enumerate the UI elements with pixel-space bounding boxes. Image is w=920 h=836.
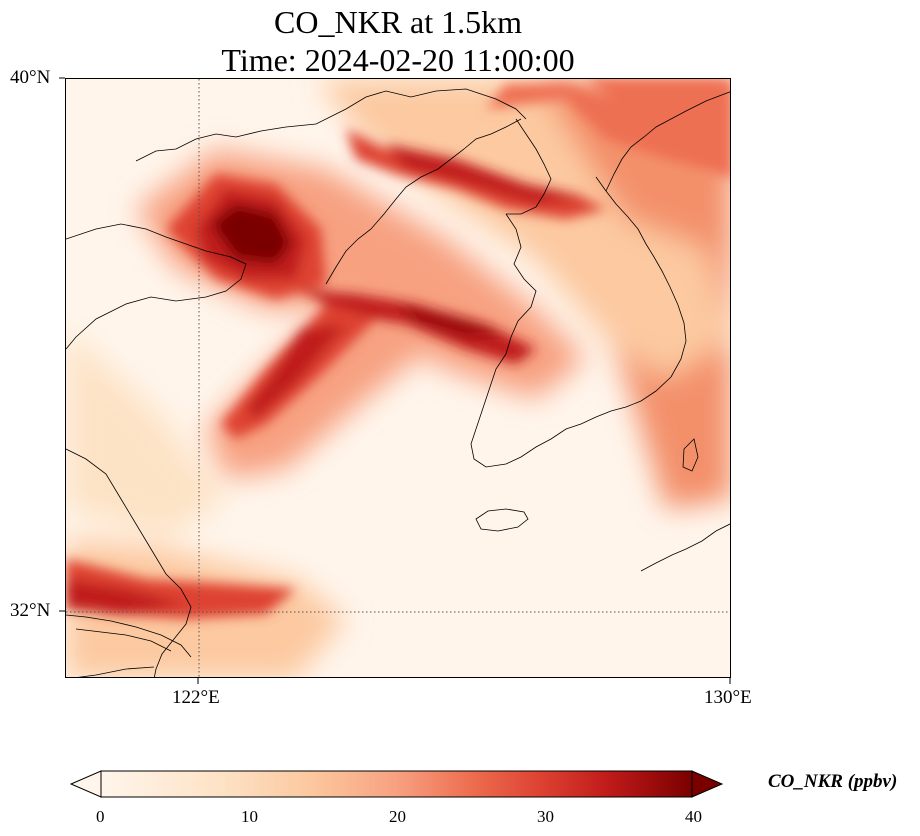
coastlines (66, 88, 730, 677)
lat-label-40: 40°N (10, 67, 51, 88)
liaodong-peninsula (325, 118, 522, 285)
japan-coast (640, 523, 730, 572)
colorbar-extend-max (691, 770, 724, 798)
graticule (66, 79, 730, 677)
lon-label-130: 130°E (704, 687, 752, 708)
korea-north-coast (605, 91, 730, 192)
bohai-north-coast (135, 88, 527, 162)
map-canvas (66, 79, 730, 677)
yangtze-delta (66, 614, 192, 658)
tsushima-island (682, 438, 699, 472)
map-title: CO_NKR at 1.5km (274, 4, 522, 40)
jeju-island (475, 508, 529, 532)
north-korea-west-coast (506, 118, 552, 215)
map-time-subtitle: Time: 2024-02-20 11:00:00 (221, 42, 575, 78)
china-coast-east (66, 448, 192, 677)
colorbar-title: CO_NKR (ppbv) (768, 771, 898, 792)
lat-label-32: 32°N (10, 600, 51, 621)
colorbar (70, 770, 724, 798)
china-coast-north (66, 223, 247, 350)
colorbar-tick-0: 0 (96, 807, 105, 826)
korea-west-coast (470, 176, 687, 468)
colorbar-tick-20: 20 (389, 807, 406, 826)
colorbar-gradient (100, 770, 693, 798)
colorbar-tick-10: 10 (241, 807, 258, 826)
map-panel[interactable] (65, 78, 731, 678)
yellow-sea-band (296, 289, 536, 364)
co-concentration-field (66, 79, 730, 677)
lon-label-122: 122°E (172, 687, 220, 708)
colorbar-tick-30: 30 (537, 807, 554, 826)
colorbar-tick-40: 40 (685, 807, 702, 826)
colorbar-extend-min (70, 770, 102, 798)
